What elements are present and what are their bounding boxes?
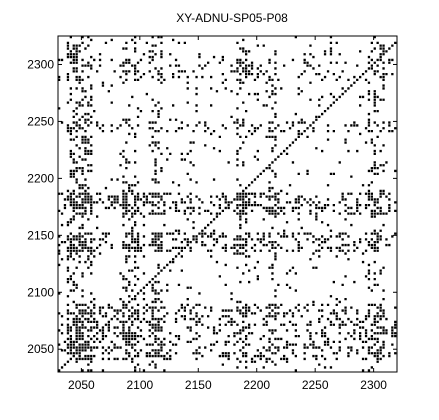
chart-title: XY-ADNU-SP05-P08 — [176, 11, 288, 25]
x-tick-label: 2200 — [243, 378, 270, 392]
y-tick-label: 2150 — [27, 228, 54, 242]
x-tick-label: 2300 — [360, 378, 387, 392]
x-axis: 2050 2100 2150 2200 2250 2300 — [68, 36, 387, 392]
x-tick-label: 2050 — [68, 378, 95, 392]
x-tick-label: 2150 — [185, 378, 212, 392]
y-tick-label: 2250 — [27, 114, 54, 128]
recurrence-points — [58, 36, 397, 372]
y-tick-label: 2100 — [27, 285, 54, 299]
recurrence-point-cells — [58, 36, 397, 372]
x-tick-label: 2250 — [302, 378, 329, 392]
y-tick-label: 2300 — [27, 57, 54, 71]
y-axis: 2050 2100 2150 2200 2250 2300 — [27, 57, 397, 356]
y-tick-label: 2050 — [27, 342, 54, 356]
plot-area-frame — [57, 35, 398, 373]
x-tick-label: 2100 — [126, 378, 153, 392]
y-tick-label: 2200 — [27, 171, 54, 185]
